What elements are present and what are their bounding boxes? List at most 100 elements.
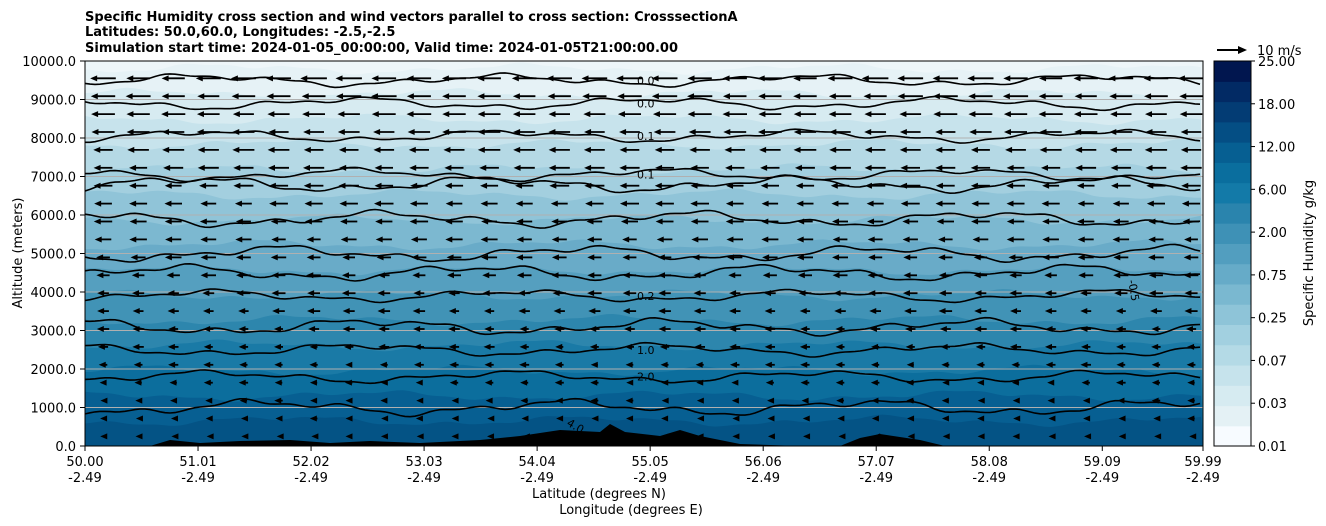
wind-vector-head xyxy=(868,254,876,261)
contour-line xyxy=(85,208,1201,229)
vector-key-arrowhead xyxy=(1238,46,1247,54)
wind-vector xyxy=(448,325,460,332)
wind-vector xyxy=(238,325,249,332)
wind-vector-head xyxy=(939,325,947,332)
wind-vector xyxy=(903,272,917,279)
wind-vector xyxy=(308,325,320,332)
wind-vector-head xyxy=(1180,146,1188,153)
x-tick-label-lat: 50.00 xyxy=(66,455,103,470)
wind-vector xyxy=(583,111,606,118)
wind-vector-head xyxy=(625,397,633,404)
wind-vector xyxy=(1009,343,1022,350)
wind-vector xyxy=(1115,379,1126,386)
wind-vector xyxy=(164,218,182,225)
wind-vector xyxy=(726,182,744,189)
wind-vector-head xyxy=(899,111,907,118)
wind-vector xyxy=(724,146,746,153)
wind-vector xyxy=(554,325,565,332)
wind-vector xyxy=(519,325,529,332)
wind-vector-head xyxy=(869,325,877,332)
wind-vector xyxy=(551,254,567,261)
wind-vector-head xyxy=(1118,433,1126,440)
wind-vector xyxy=(688,129,711,136)
wind-vector-head xyxy=(617,111,625,118)
wind-vector-head xyxy=(484,361,492,368)
colorbar-segment xyxy=(1214,385,1251,407)
wind-vector-head xyxy=(728,272,736,279)
wind-vector xyxy=(941,361,950,368)
wind-vector-head xyxy=(1181,200,1189,207)
wind-vector-head xyxy=(342,325,350,332)
wind-vector xyxy=(659,343,670,350)
wind-vector xyxy=(164,200,182,207)
wind-vector xyxy=(661,415,669,422)
wind-vector-head xyxy=(835,379,843,386)
wind-vector-head xyxy=(96,272,104,279)
wind-vector-head xyxy=(1045,325,1053,332)
wind-vector xyxy=(1005,146,1026,153)
wind-vector xyxy=(126,111,150,118)
contour-line xyxy=(85,262,1201,282)
wind-vector-head xyxy=(864,146,872,153)
wind-vector-head xyxy=(797,272,805,279)
wind-vector xyxy=(693,272,706,279)
wind-vector-head xyxy=(483,308,491,315)
wind-vector xyxy=(170,397,178,404)
wind-vector xyxy=(690,200,709,207)
wind-vector xyxy=(1180,146,1202,153)
wind-vector xyxy=(1145,129,1167,136)
wind-vector xyxy=(622,236,637,243)
wind-vector xyxy=(902,218,919,225)
wind-vector-head xyxy=(515,200,523,207)
wind-vector xyxy=(907,433,915,440)
wind-vector-head xyxy=(968,93,976,100)
wind-vector-head xyxy=(341,272,349,279)
wind-vector xyxy=(654,182,675,189)
wind-vector xyxy=(935,129,956,136)
wind-vector-head xyxy=(1047,397,1055,404)
wind-vector-head xyxy=(515,182,523,189)
wind-vector-head xyxy=(732,415,740,422)
contour-label: 2.0 xyxy=(637,371,655,384)
wind-vector-head xyxy=(1038,93,1046,100)
wind-vector-head xyxy=(661,397,669,404)
x-tick-label-lon: -2.49 xyxy=(1085,471,1119,486)
wind-vector-head xyxy=(443,146,451,153)
wind-vector xyxy=(1010,308,1021,315)
wind-vector xyxy=(206,433,214,440)
wind-vector-head xyxy=(134,379,142,386)
wind-vector-head xyxy=(941,397,949,404)
wind-vector xyxy=(377,272,390,279)
wind-vector xyxy=(936,218,954,225)
wind-vector-head xyxy=(275,415,283,422)
wind-vector xyxy=(974,308,987,315)
wind-vector xyxy=(162,129,185,136)
wind-vector-head xyxy=(1042,182,1050,189)
wind-vector-head xyxy=(693,325,701,332)
colorbar-frame xyxy=(1213,60,1252,447)
x-tick-label-lat: 52.02 xyxy=(292,455,329,470)
wind-vector-head xyxy=(448,343,456,350)
wind-vector xyxy=(940,343,950,350)
wind-vector-head xyxy=(168,325,176,332)
wind-vector-head xyxy=(902,236,910,243)
wind-vector-head xyxy=(830,182,838,189)
wind-vector-head xyxy=(935,200,943,207)
wind-vector xyxy=(1073,75,1098,82)
wind-vector xyxy=(1109,129,1133,136)
wind-vector xyxy=(303,129,324,136)
wind-vector xyxy=(268,182,289,189)
wind-vector-head xyxy=(654,146,662,153)
wind-vector-head xyxy=(581,75,589,82)
wind-vector xyxy=(131,290,145,297)
wind-vector-head xyxy=(764,290,772,297)
wind-vector-head xyxy=(1187,379,1195,386)
wind-vector-head xyxy=(512,111,520,118)
wind-vector xyxy=(624,343,634,350)
wind-vector xyxy=(729,325,741,332)
wind-vector xyxy=(1044,272,1057,279)
wind-vector xyxy=(1082,397,1090,404)
wind-vector-head xyxy=(590,361,598,368)
wind-vector xyxy=(302,164,325,171)
wind-vector xyxy=(335,75,362,82)
